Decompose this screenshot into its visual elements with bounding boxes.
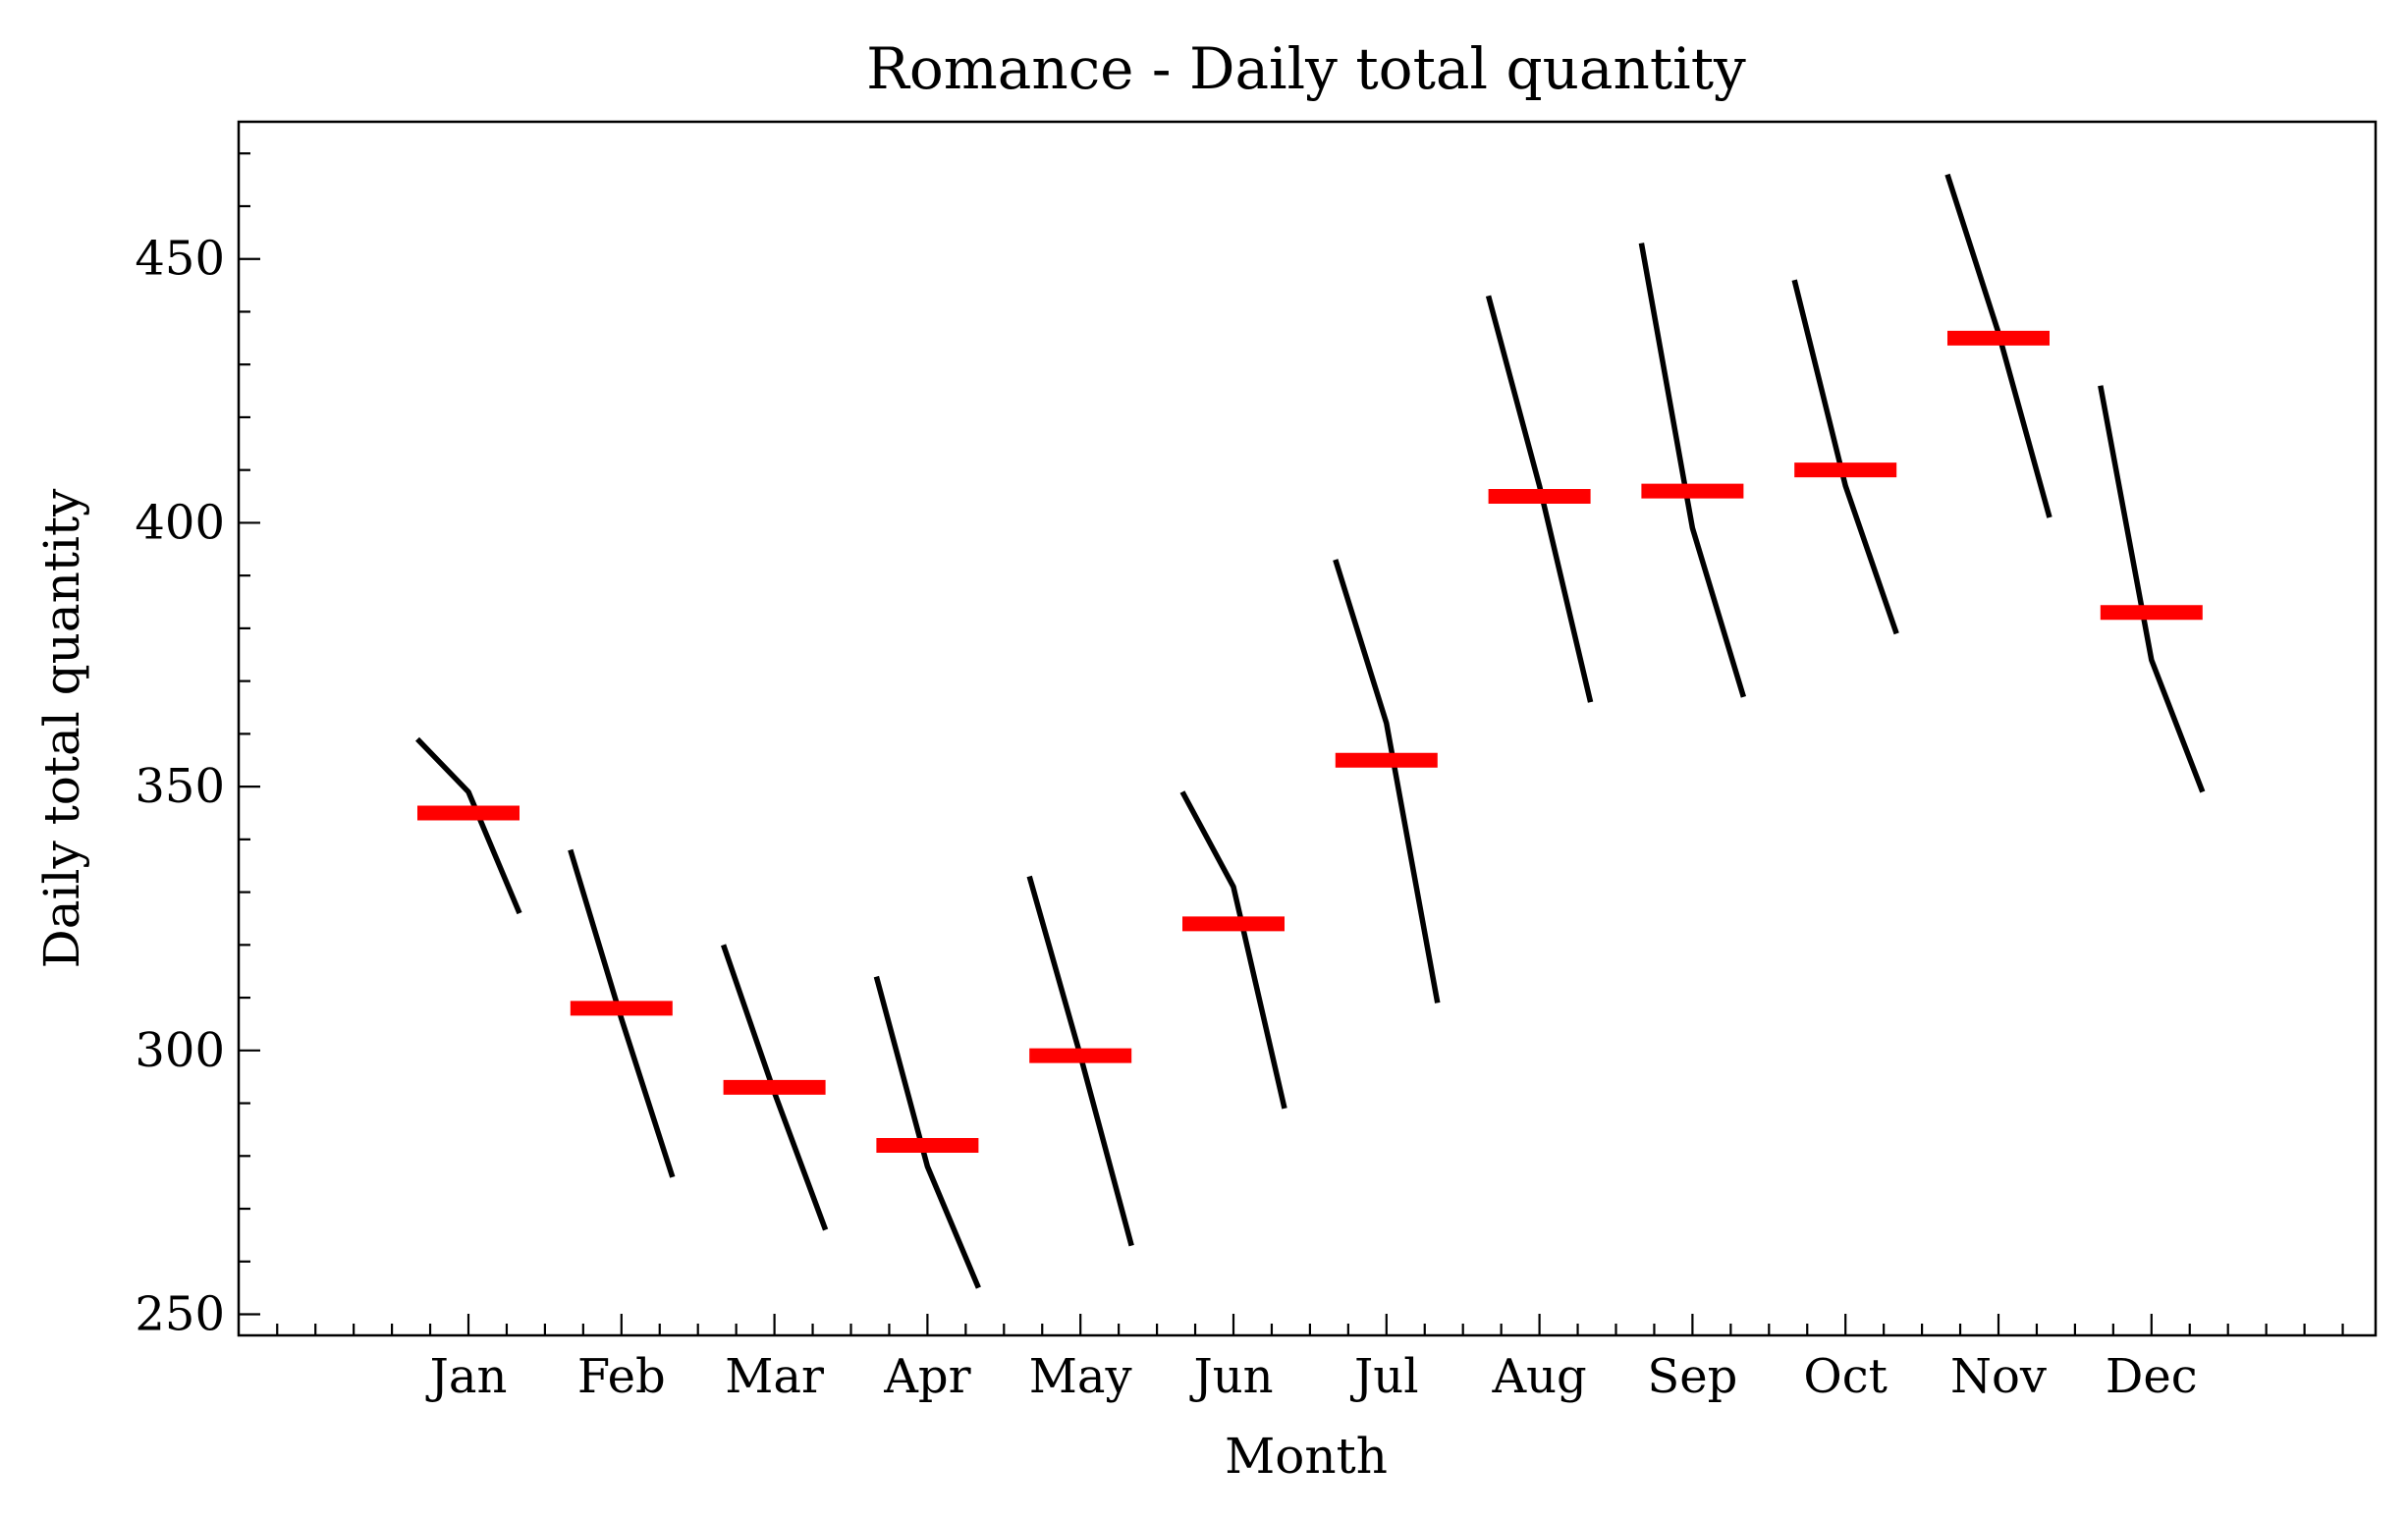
month-mean-markers <box>417 330 2203 1154</box>
x-tick-label: Jul <box>1349 1349 1419 1404</box>
y-tick-label: 400 <box>135 495 225 550</box>
x-tick-label: Dec <box>2106 1349 2198 1404</box>
x-tick-label: May <box>1029 1349 1132 1404</box>
x-tick-label: Jun <box>1188 1349 1273 1404</box>
y-tick-label: 350 <box>135 759 225 814</box>
x-axis-label: Month <box>1225 1428 1388 1485</box>
subseries-line-oct <box>1791 279 1899 635</box>
x-tick-label: Apr <box>883 1349 970 1404</box>
x-tick-labels: Jan Feb Mar Apr May Jun Jul Aug Sep Oct Nov Dec <box>425 1349 2198 1404</box>
y-tick-label: 250 <box>135 1287 225 1342</box>
x-tick-label: Nov <box>1950 1349 2047 1404</box>
chart-title: Romance - Daily total quantity <box>866 35 1746 102</box>
y-axis-label: Daily total quantity <box>33 488 90 968</box>
x-tick-label: Feb <box>577 1349 666 1404</box>
month-subseries-lines <box>415 173 2206 1289</box>
y-tick-labels: 250 300 350 400 450 <box>135 232 225 1342</box>
y-tick-label: 450 <box>135 232 225 287</box>
subseries-line-aug <box>1485 295 1594 703</box>
subseries-line-nov <box>1944 173 2052 518</box>
x-tick-label: Jan <box>425 1349 508 1404</box>
x-tick-label: Sep <box>1647 1349 1737 1404</box>
axis-ticks <box>239 152 2344 1335</box>
subseries-line-jun <box>1179 790 1287 1110</box>
subseries-line-sep <box>1638 243 1747 698</box>
y-tick-label: 300 <box>135 1023 225 1078</box>
x-tick-label: Oct <box>1803 1349 1888 1404</box>
subseries-line-dec <box>2098 385 2206 793</box>
subseries-line-apr <box>873 975 981 1289</box>
x-tick-label: Aug <box>1491 1349 1586 1404</box>
subseries-line-jan <box>415 736 522 915</box>
x-tick-label: Mar <box>725 1349 824 1404</box>
plot-frame <box>237 120 2378 1337</box>
subseries-line-feb <box>568 848 676 1178</box>
subseries-line-jul <box>1333 559 1441 1004</box>
